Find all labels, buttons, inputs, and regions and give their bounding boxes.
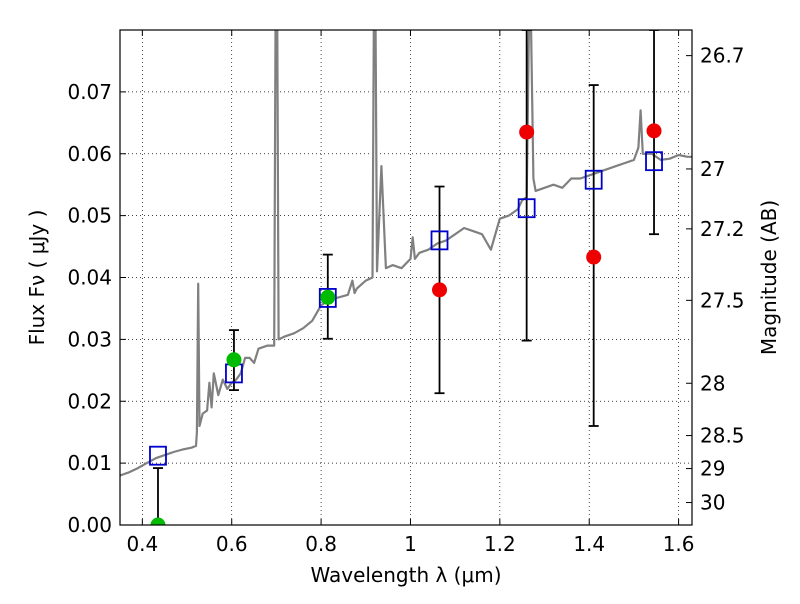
model-point xyxy=(149,445,167,466)
measured-point xyxy=(150,517,166,525)
y-tick-label: 0.02 xyxy=(67,389,112,413)
x-axis-label: Wavelength λ (μm) xyxy=(310,563,501,587)
model-point xyxy=(517,198,536,219)
x-tick-label: 1.4 xyxy=(573,532,605,556)
spectrum-line xyxy=(120,30,692,477)
y-tick-label: 0.00 xyxy=(67,513,112,537)
y-right-tick-label: 29 xyxy=(700,457,725,481)
measured-point xyxy=(320,289,336,305)
x-tick-label: 1.6 xyxy=(663,532,695,556)
model-point xyxy=(318,288,337,308)
grid-layer xyxy=(120,30,692,526)
y-axis-right-label: Magnitude (AB) xyxy=(757,200,781,355)
model-point xyxy=(584,169,603,190)
y-right-tick-label: 30 xyxy=(700,491,725,515)
y-axis-label: Flux Fν ( μJy ) xyxy=(25,210,49,346)
measured-point xyxy=(586,249,602,265)
y-right-tick-label: 28.5 xyxy=(700,424,745,448)
x-tick-label: 0.4 xyxy=(126,532,158,556)
y-tick-label: 0.01 xyxy=(67,451,112,475)
tick-layer: 0.4 0.6 0.8 1 1.2 1.4 1.6 0.00 0.01 0.02 0.03 0.04 0… xyxy=(67,30,745,556)
errorbar xyxy=(521,30,532,342)
x-tick-label: 0.6 xyxy=(216,532,248,556)
model-point xyxy=(430,230,449,251)
plot-area xyxy=(120,30,692,525)
measured-point xyxy=(432,282,448,298)
y-right-tick-label: 28 xyxy=(700,371,725,395)
measured-point xyxy=(519,124,535,140)
y-right-tick-label: 27.2 xyxy=(700,217,745,241)
y-right-tick-label: 27 xyxy=(700,157,725,181)
measured-point xyxy=(226,352,242,368)
y-tick-label: 0.07 xyxy=(67,80,112,104)
x-tick-label: 0.8 xyxy=(305,532,337,556)
measured-point xyxy=(646,123,662,139)
y-tick-label: 0.05 xyxy=(67,204,112,228)
y-tick-label: 0.03 xyxy=(67,327,112,351)
errorbar xyxy=(152,467,163,525)
y-tick-label: 0.06 xyxy=(67,142,112,166)
y-right-tick-label: 27.5 xyxy=(700,288,745,312)
x-tick-label: 1 xyxy=(404,532,417,556)
x-tick-label: 1.2 xyxy=(484,532,516,556)
model-point xyxy=(645,151,663,172)
axes-frame xyxy=(119,29,693,526)
y-tick-label: 0.04 xyxy=(67,266,112,290)
y-right-tick-label: 26.7 xyxy=(700,44,745,68)
